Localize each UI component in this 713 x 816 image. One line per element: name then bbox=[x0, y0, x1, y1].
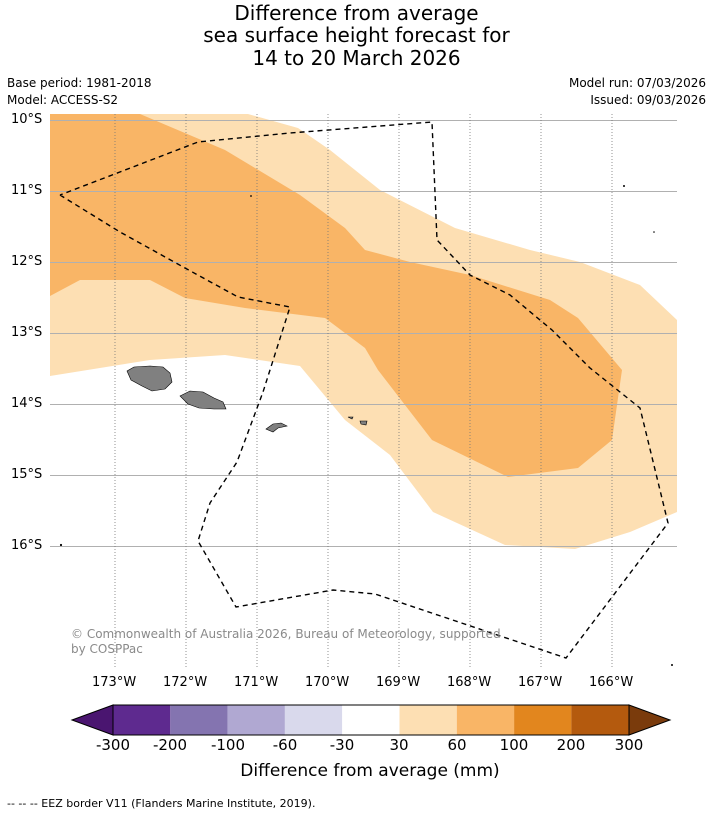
lat-label-10s: 10°S bbox=[11, 112, 43, 127]
colorbar-tick-60: 60 bbox=[447, 736, 467, 754]
longitude-gridlines bbox=[114, 114, 613, 668]
samoa-islands bbox=[126, 365, 368, 433]
lat-label-14s: 14°S bbox=[11, 396, 43, 411]
lat-label-15s: 15°S bbox=[11, 467, 43, 482]
colorbar-tick-100: 100 bbox=[499, 736, 529, 754]
lon-label-170w: 170°W bbox=[305, 675, 350, 690]
eez-borders bbox=[59, 121, 669, 659]
lon-label-167w: 167°W bbox=[518, 675, 563, 690]
colorbar-seg-1 bbox=[113, 705, 171, 735]
map-title-line2: sea surface height forecast for bbox=[203, 23, 510, 47]
lat-label-16s: 16°S bbox=[11, 538, 43, 553]
colorbar-seg-6 bbox=[399, 705, 457, 735]
colorbar-seg-3 bbox=[227, 705, 285, 735]
small-islet bbox=[347, 416, 354, 420]
colorbar-tick-minus100: -100 bbox=[210, 736, 246, 754]
colorbar-tick-minus300: -300 bbox=[95, 736, 131, 754]
colorbar-tick-30: 30 bbox=[389, 736, 409, 754]
lat-label-12s: 12°S bbox=[11, 254, 43, 269]
copyright-notice: © Commonwealth of Australia 2026, Bureau… bbox=[71, 627, 501, 657]
colorbar bbox=[70, 704, 672, 736]
colorbar-seg-over bbox=[628, 704, 672, 736]
map-title-line1: Difference from average bbox=[234, 1, 479, 25]
lon-label-172w: 172°W bbox=[163, 675, 208, 690]
tutuila-island bbox=[265, 422, 288, 433]
lat-label-11s: 11°S bbox=[11, 183, 43, 198]
eez-legend-footer: -- -- -- EEZ border V11 (Flanders Marine… bbox=[7, 797, 316, 810]
colorbar-tick-minus200: -200 bbox=[152, 736, 188, 754]
colorbar-tick-300: 300 bbox=[614, 736, 644, 754]
latitude-gridlines bbox=[50, 120, 677, 547]
eez-samoa-border bbox=[59, 121, 669, 659]
colorbar-seg-4 bbox=[284, 705, 343, 735]
lon-label-171w: 171°W bbox=[234, 675, 279, 690]
model-run-label: Model run: 07/03/2026 bbox=[568, 76, 706, 90]
lat-label-13s: 13°S bbox=[11, 325, 43, 340]
colorbar-tick-200: 200 bbox=[556, 736, 586, 754]
colorbar-frame bbox=[112, 704, 630, 736]
base-period-label: Base period: 1981-2018 bbox=[7, 76, 152, 90]
lon-label-166w: 166°W bbox=[589, 675, 634, 690]
lon-label-173w: 173°W bbox=[92, 675, 137, 690]
colorbar-tick-minus30: -30 bbox=[329, 736, 355, 754]
colorbar-seg-5 bbox=[342, 705, 400, 735]
colorbar-seg-7 bbox=[456, 705, 515, 735]
manua-island bbox=[359, 420, 368, 426]
colorbar-title: Difference from average (mm) bbox=[240, 761, 500, 781]
tiny-islets bbox=[59, 185, 673, 666]
savaii-island bbox=[126, 365, 173, 392]
ssh-band-60-100 bbox=[50, 114, 622, 477]
copyright-line2: by COSPPac bbox=[71, 642, 143, 656]
colorbar-seg-8 bbox=[514, 705, 572, 735]
upolu-island bbox=[179, 390, 227, 410]
lon-label-168w: 168°W bbox=[447, 675, 492, 690]
model-label: Model: ACCESS-S2 bbox=[7, 93, 119, 107]
colorbar-seg-under bbox=[70, 704, 114, 736]
issued-label: Issued: 09/03/2026 bbox=[590, 93, 706, 107]
map-title-line3: 14 to 20 March 2026 bbox=[252, 46, 461, 70]
lon-label-169w: 169°W bbox=[376, 675, 421, 690]
colorbar-tick-minus60: -60 bbox=[272, 736, 298, 754]
colorbar-seg-9 bbox=[571, 705, 629, 735]
copyright-line1: © Commonwealth of Australia 2026, Bureau… bbox=[71, 627, 501, 641]
colorbar-seg-2 bbox=[170, 705, 228, 735]
